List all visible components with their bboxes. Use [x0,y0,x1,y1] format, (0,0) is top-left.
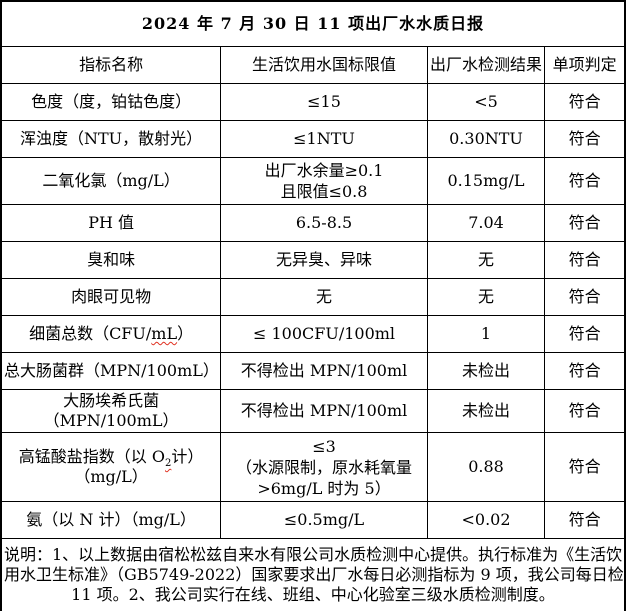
test-result: 未检出 [426,352,546,390]
table-row-odor-taste: 臭和味 无异臭、异味 无 符合 [0,241,626,279]
limit-line-2: 且限值≤0.8 [280,182,368,201]
judgment: 符合 [544,120,626,158]
indicator-name: 细菌总数（CFU/mL） [0,315,222,353]
standard-limit: 6.5-8.5 [220,204,428,242]
judgment: 符合 [544,432,626,502]
judgment: 符合 [544,389,626,433]
limit-line-1: 出厂水余量≥0.1 [264,161,384,180]
standard-limit: ≤ 100CFU/100ml [220,315,428,353]
column-header-limit: 生活饮用水国标限值 [220,46,428,84]
column-header-result: 出厂水检测结果 [426,46,546,84]
table-row-turbidity: 浑浊度（NTU，散射光） ≤1NTU 0.30NTU 符合 [0,120,626,158]
indicator-name-prefix: 细菌总数（CFU/ [29,324,152,343]
test-result: <5 [426,83,546,121]
table-row-chlorine-dioxide: 二氧化氯（mg/L） 出厂水余量≥0.1 且限值≤0.8 0.15mg/L 符合 [0,157,626,205]
judgment: 符合 [544,278,626,316]
table-row-e-coli: 大肠埃希氏菌（MPN/100mL） 不得检出 MPN/100ml 未检出 符合 [0,389,626,433]
judgment: 符合 [544,204,626,242]
judgment: 符合 [544,501,626,539]
indicator-name: 肉眼可见物 [0,278,222,316]
note-line-3: 11 项。2、我公司实行在线、班组、中心化验室三级水质检测制度。 [71,585,555,604]
standard-limit: 无异臭、异味 [220,241,428,279]
indicator-name: 浑浊度（NTU，散射光） [0,120,222,158]
note-line-2: 用水卫生标准》（GB5749-2022）国家要求出厂水每日必测指标为 9 项，我… [4,565,625,584]
standard-limit: ≤1NTU [220,120,428,158]
test-result: 未检出 [426,389,546,433]
standard-limit: 无 [220,278,428,316]
standard-limit: ≤3 （水源限制，原水耗氧量 >6mg/L 时为 5） [220,432,428,502]
test-result: 0.88 [426,432,546,502]
table-row-ammonia: 氨（以 N 计）（mg/L） ≤0.5mg/L <0.02 符合 [0,501,626,539]
test-result: 0.15mg/L [426,157,546,205]
indicator-name: 二氧化氯（mg/L） [0,157,222,205]
note-line-1: 说明：1、以上数据由宿松松兹自来水有限公司水质检测中心提供。执行标准为《生活饮 [4,545,623,564]
standard-limit: 不得检出 MPN/100ml [220,352,428,390]
column-header-judgment: 单项判定 [544,46,626,84]
indicator-name-suffix: ） [177,324,194,343]
judgment: 符合 [544,83,626,121]
table-row-visible-matter: 肉眼可见物 无 无 符合 [0,278,626,316]
table-row-total-coliforms: 总大肠菌群（MPN/100mL） 不得检出 MPN/100ml 未检出 符合 [0,352,626,390]
judgment: 符合 [544,157,626,205]
test-result: 7.04 [426,204,546,242]
indicator-name: PH 值 [0,204,222,242]
table-row-ph: PH 值 6.5-8.5 7.04 符合 [0,204,626,242]
judgment: 符合 [544,315,626,353]
table-row-permanganate-index: 高锰酸盐指数（以 O2计）（mg/L） ≤3 （水源限制，原水耗氧量 >6mg/… [0,432,626,502]
indicator-name: 大肠埃希氏菌（MPN/100mL） [0,389,222,433]
indicator-name-suffix: 计）（mg/L） [74,447,204,486]
judgment: 符合 [544,241,626,279]
indicator-name: 总大肠菌群（MPN/100mL） [0,352,222,390]
indicator-name-subscript: 2 [165,458,172,470]
judgment: 符合 [544,352,626,390]
limit-line-2: （水源限制，原水耗氧量 [236,457,413,477]
test-result: 无 [426,241,546,279]
indicator-name-unit-misspell: mL [151,324,178,343]
standard-limit: 出厂水余量≥0.1 且限值≤0.8 [220,157,428,205]
table-row-chroma: 色度（度，铂钴色度） ≤15 <5 符合 [0,83,626,121]
column-header-row: 指标名称 生活饮用水国标限值 出厂水检测结果 单项判定 [0,46,626,84]
notes-row: 说明：1、以上数据由宿松松兹自来水有限公司水质检测中心提供。执行标准为《生活饮 … [0,538,626,611]
indicator-name: 色度（度，铂钴色度） [0,83,222,121]
indicator-name-prefix: 高锰酸盐指数（以 O [18,447,165,466]
limit-line-1: ≤3 [312,436,336,456]
notes-cell: 说明：1、以上数据由宿松松兹自来水有限公司水质检测中心提供。执行标准为《生活饮 … [0,538,626,611]
test-result: 0.30NTU [426,120,546,158]
indicator-name: 高锰酸盐指数（以 O2计）（mg/L） [0,432,222,502]
test-result: 1 [426,315,546,353]
title-row: 2024 年 7 月 30 日 11 项出厂水水质日报 [0,0,626,47]
standard-limit: ≤0.5mg/L [220,501,428,539]
standard-limit: 不得检出 MPN/100ml [220,389,428,433]
table-row-total-bacteria: 细菌总数（CFU/mL） ≤ 100CFU/100ml 1 符合 [0,315,626,353]
standard-limit: ≤15 [220,83,428,121]
limit-line-3: >6mg/L 时为 5） [257,478,391,498]
test-result: 无 [426,278,546,316]
indicator-name: 氨（以 N 计）（mg/L） [0,501,222,539]
indicator-name: 臭和味 [0,241,222,279]
test-result: <0.02 [426,501,546,539]
column-header-indicator: 指标名称 [0,46,222,84]
page-title: 2024 年 7 月 30 日 11 项出厂水水质日报 [0,0,626,47]
